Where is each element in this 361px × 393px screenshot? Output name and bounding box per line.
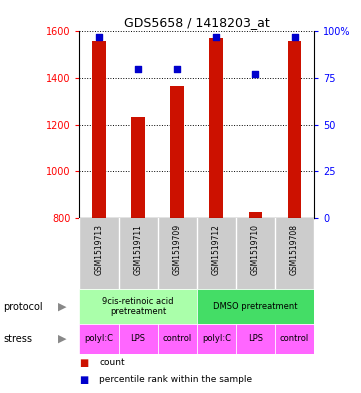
Bar: [79, 289, 197, 324]
Text: control: control: [162, 334, 192, 343]
Text: ▶: ▶: [58, 301, 67, 312]
Bar: [249, 212, 262, 218]
Text: protocol: protocol: [4, 301, 43, 312]
Bar: [236, 324, 275, 354]
Text: percentile rank within the sample: percentile rank within the sample: [99, 375, 252, 384]
Bar: [170, 86, 184, 218]
Point: [174, 66, 180, 72]
Bar: [209, 39, 223, 218]
Bar: [92, 41, 106, 218]
Bar: [288, 41, 301, 218]
Bar: [79, 324, 118, 354]
Point: [213, 34, 219, 40]
Text: GSM1519709: GSM1519709: [173, 224, 182, 275]
Text: LPS: LPS: [248, 334, 263, 343]
Text: ▶: ▶: [58, 334, 67, 344]
Text: polyI:C: polyI:C: [202, 334, 231, 343]
Text: ■: ■: [79, 358, 89, 367]
Text: ■: ■: [79, 375, 89, 385]
Text: 9cis-retinoic acid
pretreatment: 9cis-retinoic acid pretreatment: [102, 297, 174, 316]
Text: GSM1519713: GSM1519713: [95, 224, 104, 275]
Text: GSM1519712: GSM1519712: [212, 224, 221, 275]
Bar: [131, 117, 145, 218]
Text: GSM1519711: GSM1519711: [134, 224, 143, 275]
Bar: [158, 324, 197, 354]
Bar: [275, 324, 314, 354]
Text: count: count: [99, 358, 125, 367]
Point: [96, 34, 102, 40]
Text: polyI:C: polyI:C: [84, 334, 113, 343]
Title: GDS5658 / 1418203_at: GDS5658 / 1418203_at: [124, 16, 270, 29]
Text: GSM1519708: GSM1519708: [290, 224, 299, 275]
Text: DMSO pretreatment: DMSO pretreatment: [213, 302, 298, 311]
Point: [252, 71, 258, 77]
Text: stress: stress: [4, 334, 32, 344]
Bar: [118, 324, 158, 354]
Text: LPS: LPS: [131, 334, 145, 343]
Point: [292, 34, 297, 40]
Point: [135, 66, 141, 72]
Text: control: control: [280, 334, 309, 343]
Text: GSM1519710: GSM1519710: [251, 224, 260, 275]
Bar: [197, 289, 314, 324]
Bar: [197, 324, 236, 354]
